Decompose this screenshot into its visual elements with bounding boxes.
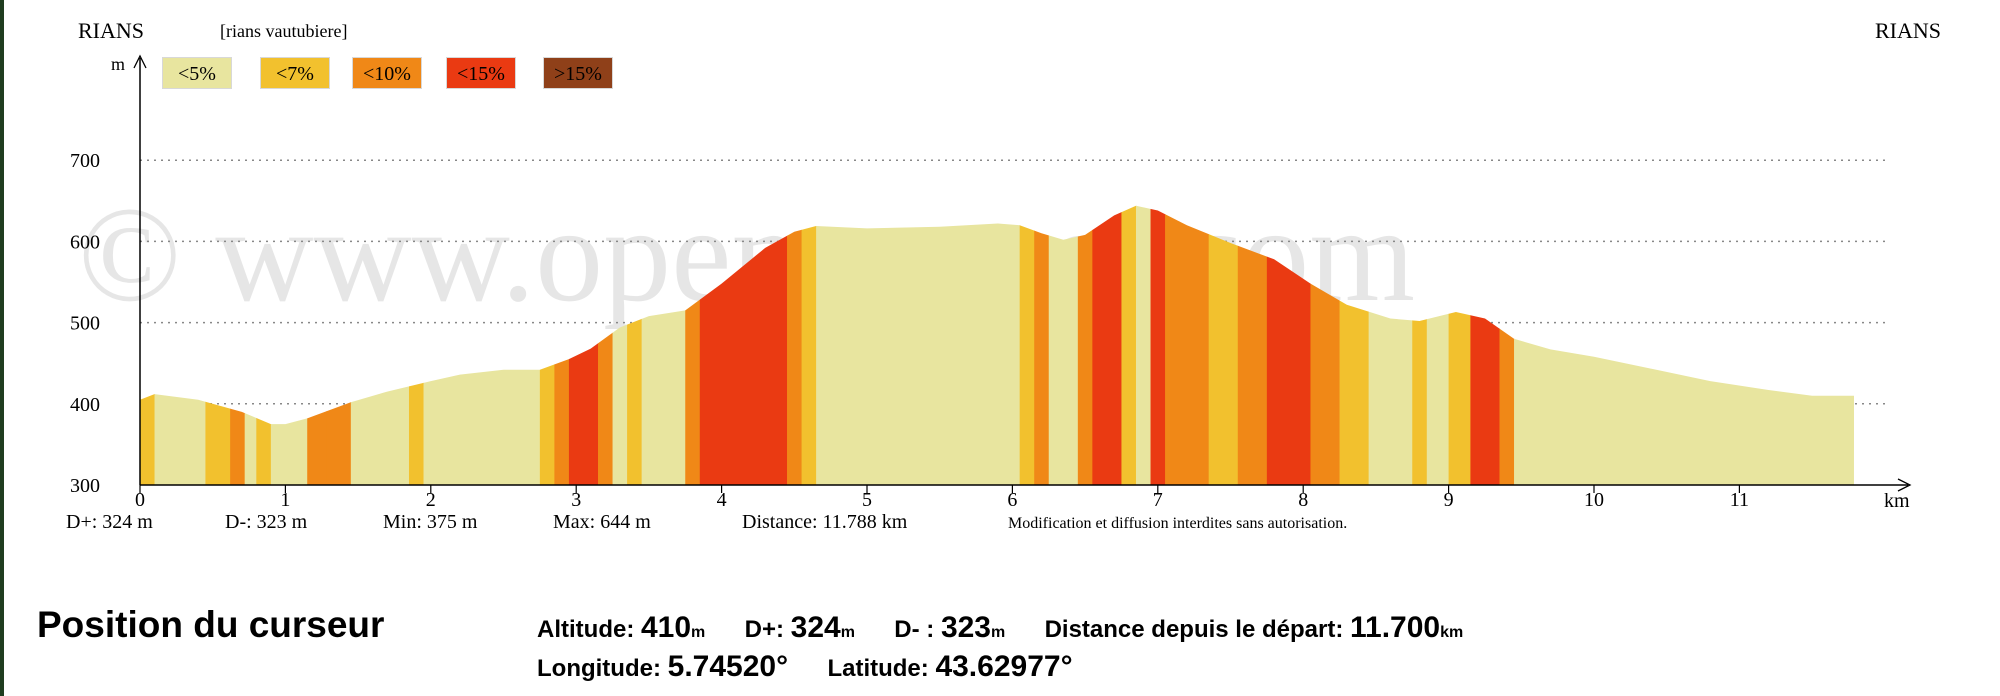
x-tick-label-3: 3 [571,489,581,511]
slope-segment-43 [1470,205,1500,485]
legend-label-lt15: <15% [457,63,505,85]
slope-segment-31 [1150,205,1166,485]
legend-swatch-lt10: <10% [352,57,422,89]
altitude-unit: m [691,624,706,641]
slope-segment-28 [1092,205,1122,485]
slope-segment-29 [1121,205,1137,485]
cursor-dplus-label: D+: [744,616,784,643]
slope-segment-26 [1048,205,1079,485]
slope-segment-41 [1426,205,1449,485]
stat-total-descent: D-: 323 m [225,511,308,533]
slope-segment-22 [801,205,817,485]
stat-min-altitude: Min: 375 m [383,511,478,533]
legend-swatch-lt7: <7% [260,57,330,89]
slope-segment-25 [1034,205,1050,485]
y-axis-arrow [133,54,147,69]
cursor-dminus-value: 323 [940,611,991,644]
legend-label-gt15: >15% [554,63,602,85]
legend-swatch-lt15: <15% [446,57,516,89]
x-axis-arrow [1897,478,1912,492]
y-tick-label-700: 700 [70,150,100,172]
legend-label-lt10: <10% [363,63,411,85]
latitude-value: 43.62977° [935,650,1073,683]
slope-segment-34 [1208,205,1239,485]
y-tick-label-500: 500 [70,313,100,335]
stat-total-ascent: D+: 324 m [66,511,153,533]
chart-axes: 0 1 2 3 4 5 6 7 8 9 10 11 300 400 500 600 700 m km [70,54,1912,512]
cursor-dminus-unit: m [991,624,1006,641]
legend-swatch-gt15: >15% [543,57,613,89]
slope-segment-42 [1448,205,1471,485]
x-tick-label-10: 10 [1584,489,1604,511]
slope-segment-27 [1077,205,1093,485]
legend-label-lt7: <7% [276,63,314,85]
x-axis-unit-label: km [1884,490,1910,512]
y-tick-label-300: 300 [70,475,100,497]
slope-segment-23 [816,205,1021,485]
cursor-position-title: Position du curseur [37,604,385,645]
slope-segment-30 [1135,205,1151,485]
x-tick-label-0: 0 [135,489,145,511]
route-name-label: [rians vautubiere] [220,21,348,41]
cursor-info-row-2: Longitude: 5.74520° Latitude: 43.62977° [537,650,1073,684]
x-tick-label-2: 2 [426,489,436,511]
page-left-border [0,0,4,696]
y-tick-label-400: 400 [70,394,100,416]
x-tick-label-8: 8 [1298,489,1308,511]
slope-segment-33 [1179,205,1210,485]
slope-segment-32 [1165,205,1181,485]
cursor-dplus-unit: m [840,624,855,641]
slope-segment-44 [1499,205,1515,485]
slope-segment-45 [1514,205,1854,485]
cursor-dplus-value: 324 [790,611,841,644]
x-tick-label-7: 7 [1153,489,1163,511]
elevation-profile-chart[interactable]: © www.openrunner.com 0 1 2 3 4 5 6 7 8 9 10 1130040… [0,0,2000,540]
cursor-dminus-label: D- : [894,616,935,643]
latitude-label: Latitude: [827,655,929,682]
stat-max-altitude: Max: 644 m [553,511,651,533]
legend-label-lt5: <5% [178,63,216,85]
slope-segment-21 [787,205,802,485]
slope-segment-24 [1019,205,1035,485]
distance-from-start-label: Distance depuis le départ: [1044,616,1344,643]
altitude-label: Altitude: [537,616,635,643]
x-tick-label-4: 4 [717,489,727,511]
x-tick-label-9: 9 [1444,489,1454,511]
y-axis-unit-label: m [111,54,125,74]
longitude-value: 5.74520° [667,650,789,683]
altitude-value: 410 [640,611,692,644]
x-tick-label-6: 6 [1007,489,1017,511]
x-tick-label-11: 11 [1730,489,1749,511]
x-tick-label-1: 1 [280,489,290,511]
copyright-notice: Modification et diffusion interdites san… [1008,515,1348,532]
distance-from-start-unit: km [1440,624,1464,641]
y-tick-label-600: 600 [70,231,100,253]
longitude-label: Longitude: [537,655,661,682]
stat-distance: Distance: 11.788 km [742,511,908,533]
cursor-info-row-1: Altitude: 410m D+: 324m D- : 323m Distan… [537,611,1463,645]
start-location-label: RIANS [78,18,145,43]
legend-swatch-lt5: <5% [162,57,232,89]
distance-from-start-value: 11.700 [1350,611,1441,644]
end-location-label: RIANS [1875,18,1942,43]
x-tick-label-5: 5 [862,489,872,511]
